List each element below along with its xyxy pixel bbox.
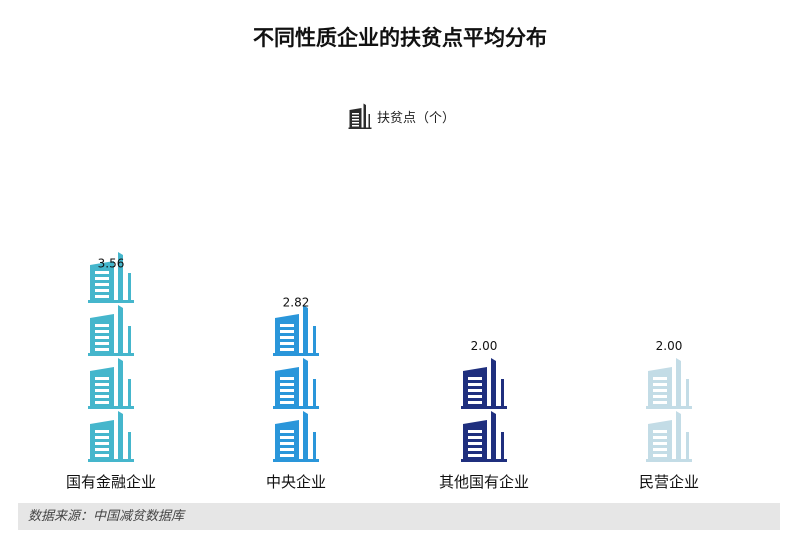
chart-title: 不同性质企业的扶贫点平均分布 [253, 26, 547, 50]
bar-4 [646, 358, 692, 462]
building-icon [461, 411, 507, 462]
data-label: 2.00 [471, 339, 498, 353]
building-icon [461, 358, 507, 409]
legend: 扶贫点（个） [348, 103, 455, 129]
building-icon [88, 305, 134, 356]
source-note: 数据来源：中国减贫数据库 [18, 503, 780, 530]
bar-2 [273, 305, 319, 462]
building-icon [348, 103, 372, 129]
building-icon [646, 358, 692, 409]
pictogram-chart: 3.56 国有金融企业 2.82 中央企业 2.00 其他国有企业 2.00 民营企业 [66, 252, 699, 491]
building-icon [273, 305, 319, 356]
building-icon [88, 358, 134, 409]
bar-3 [461, 358, 507, 462]
building-icon [88, 252, 134, 303]
building-icon [273, 358, 319, 409]
category-label: 国有金融企业 [66, 473, 156, 491]
category-label: 民营企业 [639, 473, 699, 491]
category-label: 其他国有企业 [439, 473, 529, 491]
data-label: 2.82 [283, 296, 310, 310]
building-icon [646, 411, 692, 462]
building-icon [88, 411, 134, 462]
bar-1 [88, 252, 134, 462]
legend-label: 扶贫点（个） [377, 110, 456, 126]
data-label: 3.56 [98, 256, 125, 270]
category-label: 中央企业 [266, 473, 326, 491]
data-label: 2.00 [656, 339, 683, 353]
building-icon [273, 411, 319, 462]
